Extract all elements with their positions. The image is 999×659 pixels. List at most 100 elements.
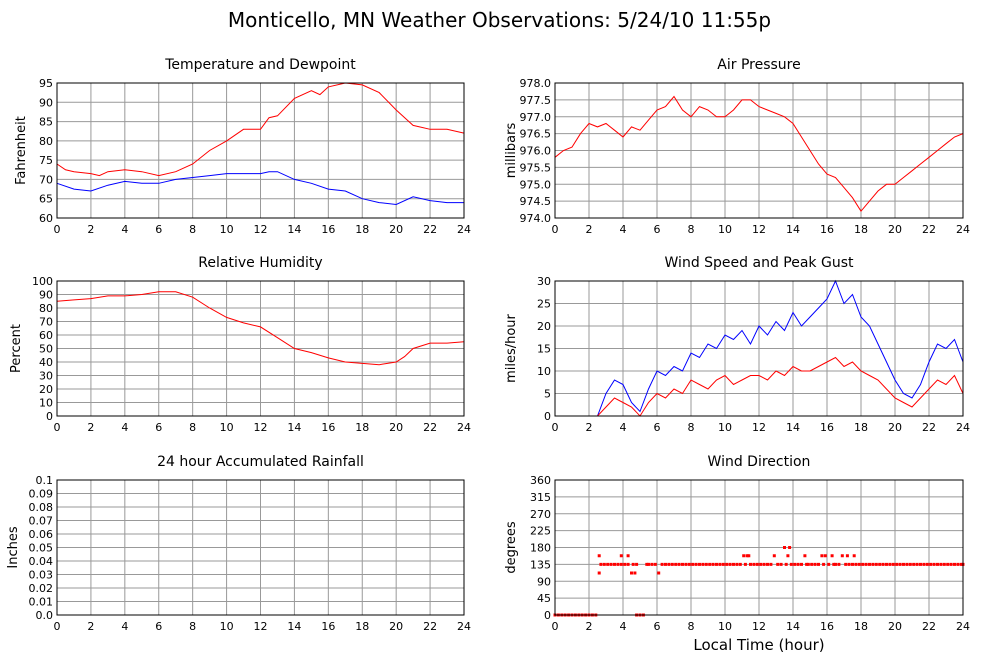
x-tick-label: 0: [54, 223, 61, 236]
y-tick-label: 975.0: [520, 178, 552, 191]
data-point: [766, 562, 769, 566]
x-tick-label: 2: [586, 421, 593, 434]
x-tick-label: 2: [586, 620, 593, 633]
data-point: [597, 571, 601, 575]
data-point: [645, 562, 649, 566]
data-point: [677, 562, 681, 566]
x-tick-label: 20: [888, 421, 902, 434]
temp-panel: 0 2 4 6 8 10 12 14 16 18 20 22 246065707580859095Tem…: [14, 57, 471, 236]
data-point: [942, 562, 946, 566]
y-axis-label: millibars: [504, 123, 519, 179]
data-point: [759, 562, 763, 566]
x-tick-label: 14: [287, 421, 301, 434]
data-point: [597, 554, 601, 558]
data-point: [749, 562, 752, 566]
x-tick-label: 14: [287, 223, 301, 236]
x-tick-label: 16: [321, 421, 335, 434]
x-tick-label: 14: [786, 421, 800, 434]
y-tick-label: 978.0: [520, 77, 552, 90]
x-tick-label: 4: [620, 620, 627, 633]
x-tick-label: 0: [552, 223, 559, 236]
data-point: [718, 562, 722, 566]
y-tick-label: 70: [39, 173, 53, 186]
data-point: [946, 562, 950, 566]
y-tick-label: 0.07: [29, 515, 54, 528]
data-point: [949, 562, 953, 566]
y-tick-label: 85: [39, 116, 53, 129]
y-tick-label: 315: [530, 491, 551, 504]
data-point: [919, 562, 922, 566]
data-point: [619, 562, 623, 566]
data-point: [800, 562, 803, 566]
x-tick-label: 8: [189, 421, 196, 434]
y-tick-label: 10: [537, 365, 551, 378]
x-tick-label: 8: [189, 223, 196, 236]
data-point: [725, 562, 729, 566]
y-tick-label: 976.5: [520, 128, 552, 141]
data-point: [732, 562, 735, 566]
y-tick-label: 80: [39, 302, 53, 315]
data-point: [667, 562, 671, 566]
data-point: [704, 562, 708, 566]
series-line-blue: [555, 279, 964, 417]
data-point: [845, 554, 849, 558]
data-point: [885, 562, 888, 566]
x-tick-label: 8: [688, 421, 695, 434]
y-tick-label: 977.0: [520, 111, 552, 124]
data-point: [684, 562, 688, 566]
x-tick-label: 0: [54, 421, 61, 434]
series-line-red: [56, 82, 465, 177]
data-point: [932, 562, 936, 566]
data-point: [769, 562, 773, 566]
data-point: [609, 562, 613, 566]
x-tick-label: 6: [654, 223, 661, 236]
x-tick-label: 20: [389, 223, 403, 236]
data-point: [698, 562, 701, 566]
data-point: [772, 554, 776, 558]
x-axis-label: Local Time (hour): [693, 636, 824, 654]
data-point: [912, 562, 916, 566]
x-tick-label: 20: [888, 223, 902, 236]
x-tick-label: 6: [654, 620, 661, 633]
y-axis-label: Fahrenheit: [14, 116, 29, 185]
x-tick-label: 10: [220, 620, 234, 633]
data-point: [820, 554, 824, 558]
y-tick-label: 0.0: [36, 609, 54, 622]
y-tick-label: 90: [39, 289, 53, 302]
x-tick-label: 22: [922, 620, 936, 633]
data-point: [874, 562, 878, 566]
data-point: [922, 562, 926, 566]
y-tick-label: 95: [39, 77, 53, 90]
data-point: [784, 562, 788, 566]
x-tick-label: 8: [688, 620, 695, 633]
data-point: [888, 562, 892, 566]
x-tick-label: 24: [457, 421, 471, 434]
data-point: [623, 562, 627, 566]
x-tick-label: 6: [155, 620, 162, 633]
data-point: [670, 562, 674, 566]
x-tick-label: 12: [254, 223, 268, 236]
data-point: [715, 562, 718, 566]
x-tick-label: 2: [87, 421, 94, 434]
data-point: [762, 562, 766, 566]
plot-frame: [56, 280, 465, 417]
data-point: [711, 562, 715, 566]
series-line-red: [56, 291, 465, 366]
x-tick-label: 22: [423, 421, 437, 434]
x-tick-label: 22: [423, 223, 437, 236]
data-point: [915, 562, 919, 566]
y-tick-label: 5: [544, 388, 551, 401]
data-point: [738, 562, 742, 566]
data-point: [788, 546, 792, 549]
y-tick-label: 0: [46, 410, 53, 423]
x-tick-label: 18: [854, 620, 868, 633]
data-point: [810, 562, 814, 566]
data-point: [783, 546, 786, 549]
y-tick-label: 0.01: [29, 596, 54, 609]
x-tick-label: 6: [654, 421, 661, 434]
x-tick-label: 18: [355, 421, 369, 434]
data-point: [747, 554, 751, 558]
data-point: [776, 562, 780, 566]
x-tick-label: 16: [321, 223, 335, 236]
data-point: [803, 554, 807, 558]
